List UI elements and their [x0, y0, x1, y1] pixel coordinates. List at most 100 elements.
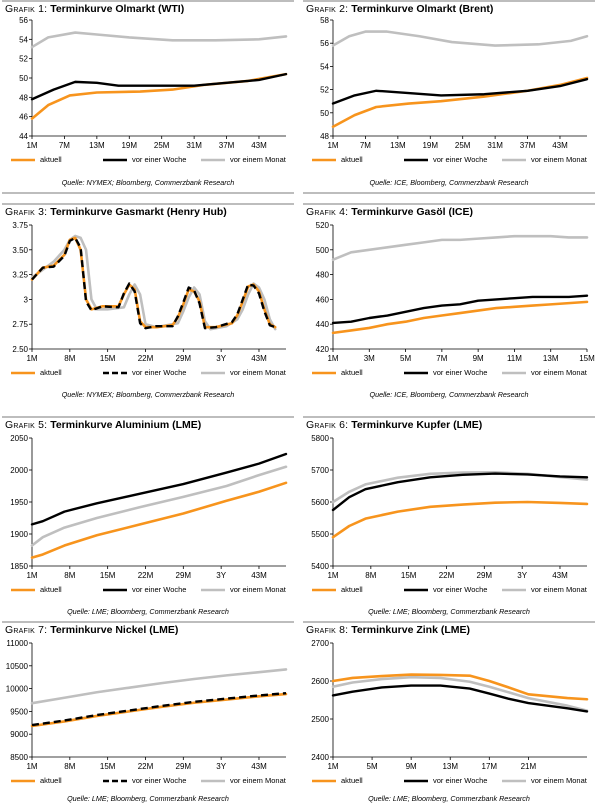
legend-label: vor einem Monat	[531, 155, 587, 164]
line-chart: 8500 9000 9500 10000 10500 11000 1M 8M 15M 22M 29M…	[6, 639, 288, 771]
chart-title: Grafik 4: Terminkurve Gasöl (ICE)	[306, 206, 473, 218]
y-tick-label: 3	[24, 295, 29, 304]
series-line-monat	[331, 234, 589, 262]
line-chart: 420 440 460 480 500 520 1M 3M 5M 7M 9M 11M 13M 15M	[316, 221, 595, 363]
series-line-woche	[331, 684, 589, 713]
x-tick-label: 3Y	[216, 354, 226, 363]
chart-title: Grafik 3: Terminkurve Gasmarkt (Henry Hu…	[5, 206, 227, 218]
x-tick-label: 29M	[176, 571, 192, 580]
x-tick-label: 22M	[439, 571, 455, 580]
y-tick-label: 5600	[311, 498, 329, 507]
x-tick-label: 3Y	[216, 571, 226, 580]
line-chart: 2.50 2.75 3 3.25 3.50 3.75 1M 8M 15M 22M 29M 3Y 43M	[12, 221, 286, 363]
legend-swatch	[11, 588, 35, 592]
x-tick-label: 8M	[64, 354, 75, 363]
x-tick-label: 19M	[422, 141, 438, 150]
line-chart: 48 50 52 54 56 58 1M 7M 13M 19M 25M 31M 37M 43M	[320, 16, 589, 150]
legend-label: aktuell	[40, 155, 62, 164]
y-tick-label: 56	[320, 39, 329, 48]
legend-label: aktuell	[341, 776, 363, 785]
legend-label: aktuell	[341, 368, 363, 377]
chart-title-text: Terminkurve Gasöl (ICE)	[351, 206, 473, 218]
legend-label: vor einem Monat	[230, 776, 286, 785]
y-tick-label: 9000	[10, 730, 28, 739]
y-tick-label: 54	[320, 62, 329, 71]
panel-top-rule	[303, 0, 595, 2]
y-tick-label: 1850	[10, 562, 28, 571]
x-tick-label: 31M	[186, 141, 202, 150]
y-tick-label: 1950	[10, 498, 28, 507]
y-tick-label: 5800	[311, 434, 329, 443]
y-tick-label: 460	[316, 295, 330, 304]
series-line-aktuell	[331, 500, 589, 539]
x-tick-label: 7M	[59, 141, 70, 150]
x-tick-label: 5M	[400, 354, 411, 363]
line-chart: 1850 1900 1950 2000 2050 1M 8M 15M 22M 29M 3Y 43M	[10, 434, 288, 580]
chart-title: Grafik 2: Terminkurve Olmarkt (Brent)	[306, 3, 493, 15]
legend-label: vor einer Woche	[132, 155, 187, 164]
y-tick-label: 2050	[10, 434, 28, 443]
x-tick-label: 43M	[552, 571, 568, 580]
legend-swatch	[11, 158, 35, 162]
legend-label: vor einer Woche	[433, 368, 488, 377]
y-tick-label: 440	[316, 320, 330, 329]
panel-top-rule	[2, 416, 294, 418]
x-tick-label: 15M	[100, 354, 116, 363]
series-line-woche	[30, 452, 288, 526]
y-tick-label: 58	[320, 16, 329, 25]
legend-swatch	[201, 588, 225, 592]
legend-label: vor einem Monat	[531, 585, 587, 594]
legend-label: vor einer Woche	[433, 155, 488, 164]
legend-label: aktuell	[40, 585, 62, 594]
panel-bottom-rule	[303, 192, 595, 194]
chart-source: Quelle: NYMEX; Bloomberg, Commerzbank Re…	[61, 178, 235, 187]
line-chart: 5400 5500 5600 5700 5800 1M 8M 15M 22M 29M 3Y 43M	[311, 434, 589, 580]
x-tick-label: 37M	[520, 141, 536, 150]
y-tick-label: 56	[19, 16, 28, 25]
x-tick-label: 1M	[327, 354, 338, 363]
figure-number: Grafik 8:	[306, 624, 349, 636]
x-tick-label: 37M	[219, 141, 235, 150]
chart-source: Quelle: NYMEX; Bloomberg, Commerzbank Re…	[61, 390, 235, 399]
chart-source: Quelle: LME; Bloomberg, Commerzbank Rese…	[67, 607, 229, 616]
legend-label: aktuell	[40, 776, 62, 785]
y-tick-label: 11000	[6, 639, 28, 648]
chart-source: Quelle: LME; Bloomberg, Commerzbank Rese…	[67, 794, 229, 803]
y-tick-label: 3.75	[12, 221, 28, 230]
chart-title-text: Terminkurve Aluminium (LME)	[50, 419, 202, 431]
series-line-woche	[331, 294, 589, 325]
legend-swatch	[502, 158, 526, 162]
legend-swatch	[312, 779, 336, 783]
legend-swatch	[201, 779, 225, 783]
x-tick-label: 8M	[365, 571, 376, 580]
legend-label: vor einem Monat	[230, 155, 286, 164]
x-tick-label: 13M	[442, 762, 458, 771]
y-tick-label: 48	[320, 132, 329, 141]
y-tick-label: 2600	[311, 677, 329, 686]
legend-label: vor einer Woche	[132, 585, 187, 594]
x-tick-label: 1M	[327, 762, 338, 771]
legend-label: vor einem Monat	[230, 585, 286, 594]
y-tick-label: 500	[316, 246, 330, 255]
x-tick-label: 15M	[100, 762, 116, 771]
series-line-aktuell	[331, 76, 589, 129]
figure-number: Grafik 7:	[5, 624, 48, 636]
chart-source: Quelle: LME; Bloomberg, Commerzbank Rese…	[368, 607, 530, 616]
series-line-monat	[30, 465, 288, 547]
x-tick-label: 43M	[251, 141, 267, 150]
x-tick-label: 13M	[543, 354, 559, 363]
chart-panel-6: Grafik 6: Terminkurve Kupfer (LME) 5400 5…	[303, 416, 595, 616]
x-tick-label: 15M	[100, 571, 116, 580]
x-tick-label: 3M	[364, 354, 375, 363]
legend-swatch	[404, 371, 428, 375]
chart-title: Grafik 1: Terminkurve Olmarkt (WTI)	[5, 3, 184, 15]
x-tick-label: 7M	[360, 141, 371, 150]
chart-panel-1: Grafik 1: Terminkurve Olmarkt (WTI) 44 46…	[2, 0, 294, 195]
x-tick-label: 15M	[401, 571, 417, 580]
x-tick-label: 5M	[367, 762, 378, 771]
panel-top-rule	[303, 621, 595, 623]
y-tick-label: 44	[19, 132, 28, 141]
x-tick-label: 19M	[121, 141, 137, 150]
legend-label: aktuell	[341, 585, 363, 594]
series-line-monat	[30, 668, 288, 705]
